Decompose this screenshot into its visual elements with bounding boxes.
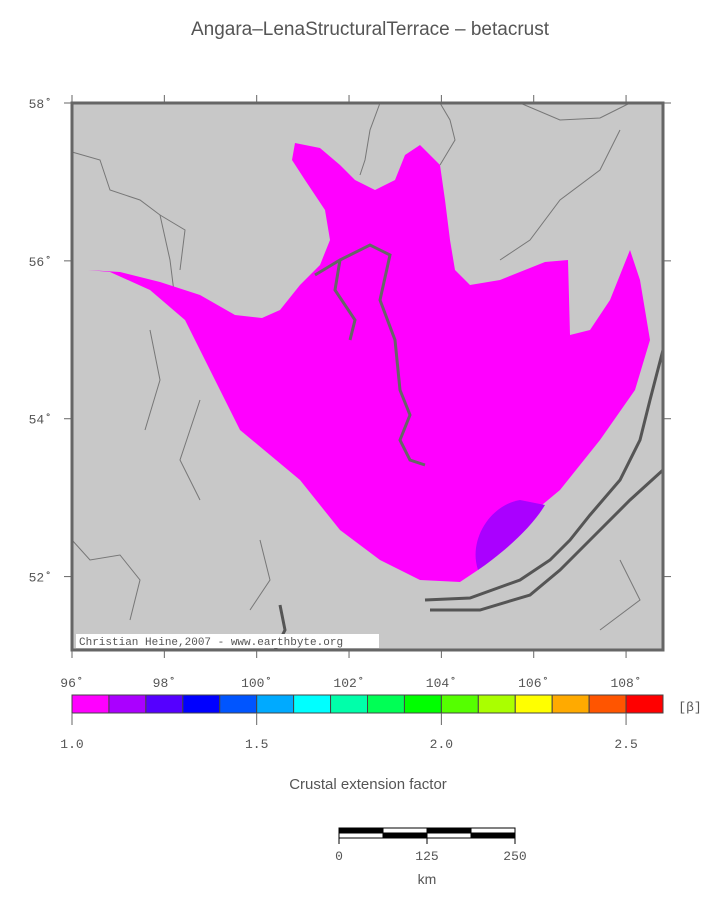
map: Christian Heine,2007 - www.earthbyte.org <box>70 101 665 652</box>
river <box>359 102 381 176</box>
river <box>71 539 141 621</box>
river <box>439 102 456 166</box>
scalebar-segment <box>426 832 472 839</box>
color-swatch <box>625 694 664 714</box>
scalebar-segment <box>382 827 428 834</box>
color-swatch <box>182 694 221 714</box>
region-high <box>475 500 545 570</box>
lon-label: 102˚ <box>333 676 364 691</box>
colorbar-unit: [β] <box>678 700 701 715</box>
river <box>159 214 186 271</box>
region <box>88 143 650 582</box>
scalebar-segment <box>470 827 516 834</box>
river <box>499 129 621 261</box>
colorbar-tick-label: 2.0 <box>430 737 453 752</box>
scalebar-segment <box>338 832 384 839</box>
lon-label: 96˚ <box>60 676 83 691</box>
lon-label: 100˚ <box>241 676 272 691</box>
scalebar-label: 125 <box>415 849 438 864</box>
map-axes: 96˚ 98˚ 100˚ 102˚ 104˚ 106˚ 108˚ 58˚ 56˚ 54˚ 52˚ <box>29 95 671 691</box>
color-swatch <box>367 694 405 714</box>
scalebar-segment <box>382 832 428 839</box>
scalebar-segment <box>470 832 516 839</box>
lat-label: 58˚ <box>29 97 52 112</box>
river <box>599 559 641 631</box>
color-swatch <box>403 694 442 714</box>
lake-shore <box>430 468 665 612</box>
lat-label: 56˚ <box>29 255 52 270</box>
color-swatch <box>256 694 295 714</box>
color-swatch <box>551 694 590 714</box>
credit-box <box>76 634 379 648</box>
lat-label: 54˚ <box>29 413 52 428</box>
color-swatch <box>477 694 516 714</box>
map-frame <box>70 101 665 652</box>
colorbar-label: Crustal extension factor <box>289 776 447 793</box>
colorbar-tick-label: 1.0 <box>60 737 83 752</box>
color-swatch <box>145 694 184 714</box>
credit: Christian Heine,2007 - www.earthbyte.org <box>79 637 343 649</box>
color-swatch <box>588 694 627 714</box>
color-swatch <box>293 694 332 714</box>
major-rivers <box>314 243 426 467</box>
color-swatch <box>71 694 110 714</box>
river <box>314 243 426 467</box>
river <box>519 102 631 121</box>
title: Angara–LenaStructuralTerrace – betacrust <box>191 19 550 40</box>
color-swatch <box>330 694 368 714</box>
river <box>144 329 161 431</box>
lon-label: 98˚ <box>153 676 176 691</box>
color-swatch <box>108 694 147 714</box>
river <box>179 399 201 501</box>
color-swatch <box>440 694 479 714</box>
lon-label: 106˚ <box>518 676 549 691</box>
color-swatch <box>219 694 258 714</box>
colorbar-tick-label: 1.5 <box>245 737 268 752</box>
lake-shore <box>424 349 665 602</box>
scalebar-label: 250 <box>503 849 526 864</box>
lon-label: 108˚ <box>610 676 641 691</box>
colorbar-tick-label: 2.5 <box>614 737 637 752</box>
scalebar-unit: km <box>418 871 437 887</box>
river <box>249 539 271 611</box>
scalebar: 0 125 250 <box>335 827 527 864</box>
scalebar-segment <box>338 827 384 834</box>
scalebar-label: 0 <box>335 849 343 864</box>
color-swatch <box>514 694 553 714</box>
river <box>71 151 176 301</box>
lat-label: 52˚ <box>29 571 52 586</box>
colorbar: 1.0 1.5 2.0 2.5 <box>60 694 664 752</box>
scalebar-segment <box>426 827 472 834</box>
lon-label: 104˚ <box>426 676 457 691</box>
river <box>333 259 357 341</box>
